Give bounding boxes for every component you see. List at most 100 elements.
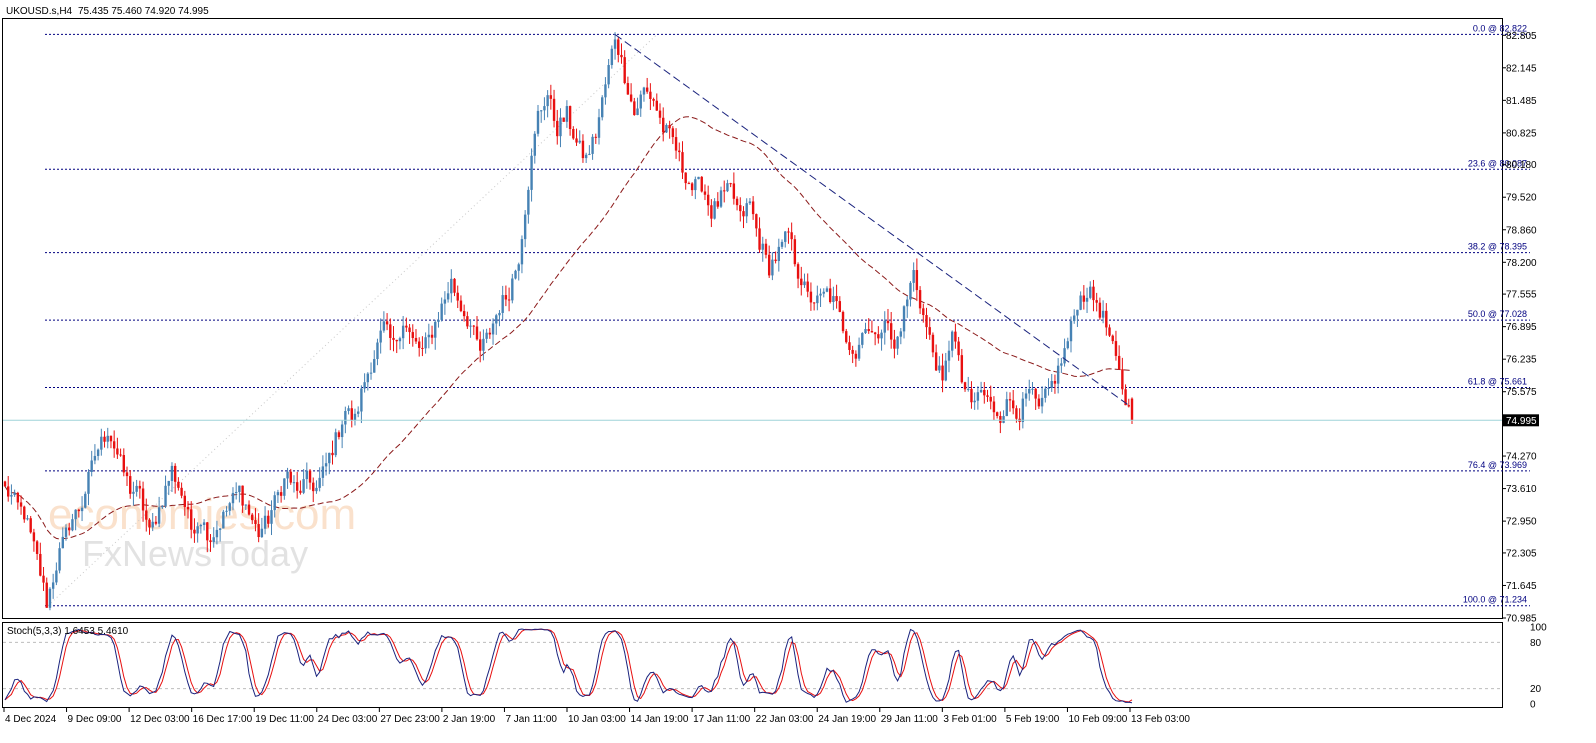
candle-body <box>767 254 771 276</box>
candle-body <box>498 312 501 316</box>
candle-body <box>591 136 594 154</box>
candle <box>491 318 495 345</box>
candle <box>684 172 687 190</box>
candle-body <box>800 278 803 286</box>
candle <box>739 197 742 222</box>
candle-body <box>790 232 793 240</box>
candle-body <box>61 536 64 549</box>
candle-body <box>1095 300 1098 303</box>
candle-body <box>109 435 113 442</box>
candle-body <box>742 211 745 217</box>
candle-body <box>572 129 575 139</box>
candle-body <box>581 140 585 159</box>
candle-body <box>726 183 729 192</box>
candle-body <box>652 98 655 101</box>
candle-body <box>247 504 251 515</box>
candle-body <box>976 392 980 401</box>
candle <box>324 452 328 476</box>
candle <box>758 217 761 253</box>
candle <box>35 540 39 560</box>
candle <box>915 258 919 302</box>
candle <box>135 479 138 497</box>
candle <box>832 286 835 311</box>
candle-body <box>485 332 488 339</box>
candle <box>902 305 906 339</box>
y-tick-label-6: 78.860 <box>1506 225 1537 236</box>
candle <box>1024 388 1028 407</box>
candle <box>565 100 569 128</box>
candle-body <box>350 408 353 421</box>
candle-body <box>68 527 71 531</box>
candle <box>440 297 443 322</box>
candle <box>523 210 527 248</box>
candle-body <box>363 382 366 389</box>
candle-body <box>1060 363 1063 366</box>
candle-body <box>151 521 154 528</box>
candle-body <box>835 296 838 302</box>
candle <box>549 84 553 110</box>
candle-body <box>1101 310 1105 318</box>
x-tick-label-13: 24 Jan 19:00 <box>818 714 876 725</box>
candle-body <box>344 411 347 425</box>
candle-body <box>408 327 411 333</box>
candle <box>238 485 241 503</box>
candle <box>151 512 154 532</box>
candle <box>51 573 55 599</box>
candle <box>960 348 964 384</box>
candle-body <box>970 388 973 403</box>
candle-body <box>405 325 408 328</box>
candle <box>116 437 119 459</box>
candle <box>401 316 405 350</box>
candle <box>1056 358 1060 394</box>
candle-body <box>578 140 581 143</box>
candle <box>581 134 585 163</box>
y-tick-label-1: 82.145 <box>1506 63 1537 74</box>
candle <box>1044 386 1047 403</box>
candle-body <box>774 259 777 262</box>
x-tick-label-4: 19 Dec 11:00 <box>255 714 314 725</box>
candle <box>379 318 382 354</box>
candle-body <box>825 288 829 292</box>
candle <box>55 562 58 586</box>
candle-body <box>16 492 20 503</box>
candle-body <box>360 388 363 412</box>
candle-body <box>58 548 61 571</box>
candle-body <box>453 278 456 293</box>
candle <box>1082 285 1086 310</box>
candle <box>841 310 845 334</box>
candle <box>973 392 976 410</box>
candle-body <box>112 441 116 449</box>
candle-body <box>597 117 601 138</box>
candle-body <box>475 326 479 340</box>
candle-body <box>973 400 976 403</box>
candle <box>366 372 370 391</box>
candle-body <box>623 57 626 84</box>
candle-body <box>536 110 540 134</box>
candle <box>726 179 729 193</box>
fib-label-0: 0.0 @ 82.822 <box>1473 23 1527 33</box>
candle <box>851 345 854 364</box>
candle <box>16 491 20 510</box>
candle-body <box>450 278 453 294</box>
candle-body <box>719 190 723 207</box>
candle-body <box>668 125 671 129</box>
candle <box>103 431 106 448</box>
candle-body <box>276 492 280 496</box>
candle <box>430 325 434 345</box>
x-tick-label-0: 4 Dec 2024 <box>5 714 57 725</box>
candle-body <box>713 201 716 219</box>
candle <box>787 227 790 244</box>
candle-body <box>995 412 999 416</box>
candle <box>190 501 193 539</box>
candle-body <box>283 478 286 496</box>
candle <box>1121 357 1124 395</box>
candle-body <box>215 529 219 538</box>
candle <box>572 126 575 140</box>
candle-body <box>857 344 861 359</box>
candle <box>809 282 813 311</box>
stoch-tick-100: 100 <box>1530 623 1547 634</box>
candle <box>1114 330 1118 361</box>
price-axis: 82.805 82.145 81.485 80.825 80.180 79.520 78.8… <box>1502 31 1537 625</box>
candle-body <box>674 137 678 151</box>
candle <box>665 123 668 134</box>
